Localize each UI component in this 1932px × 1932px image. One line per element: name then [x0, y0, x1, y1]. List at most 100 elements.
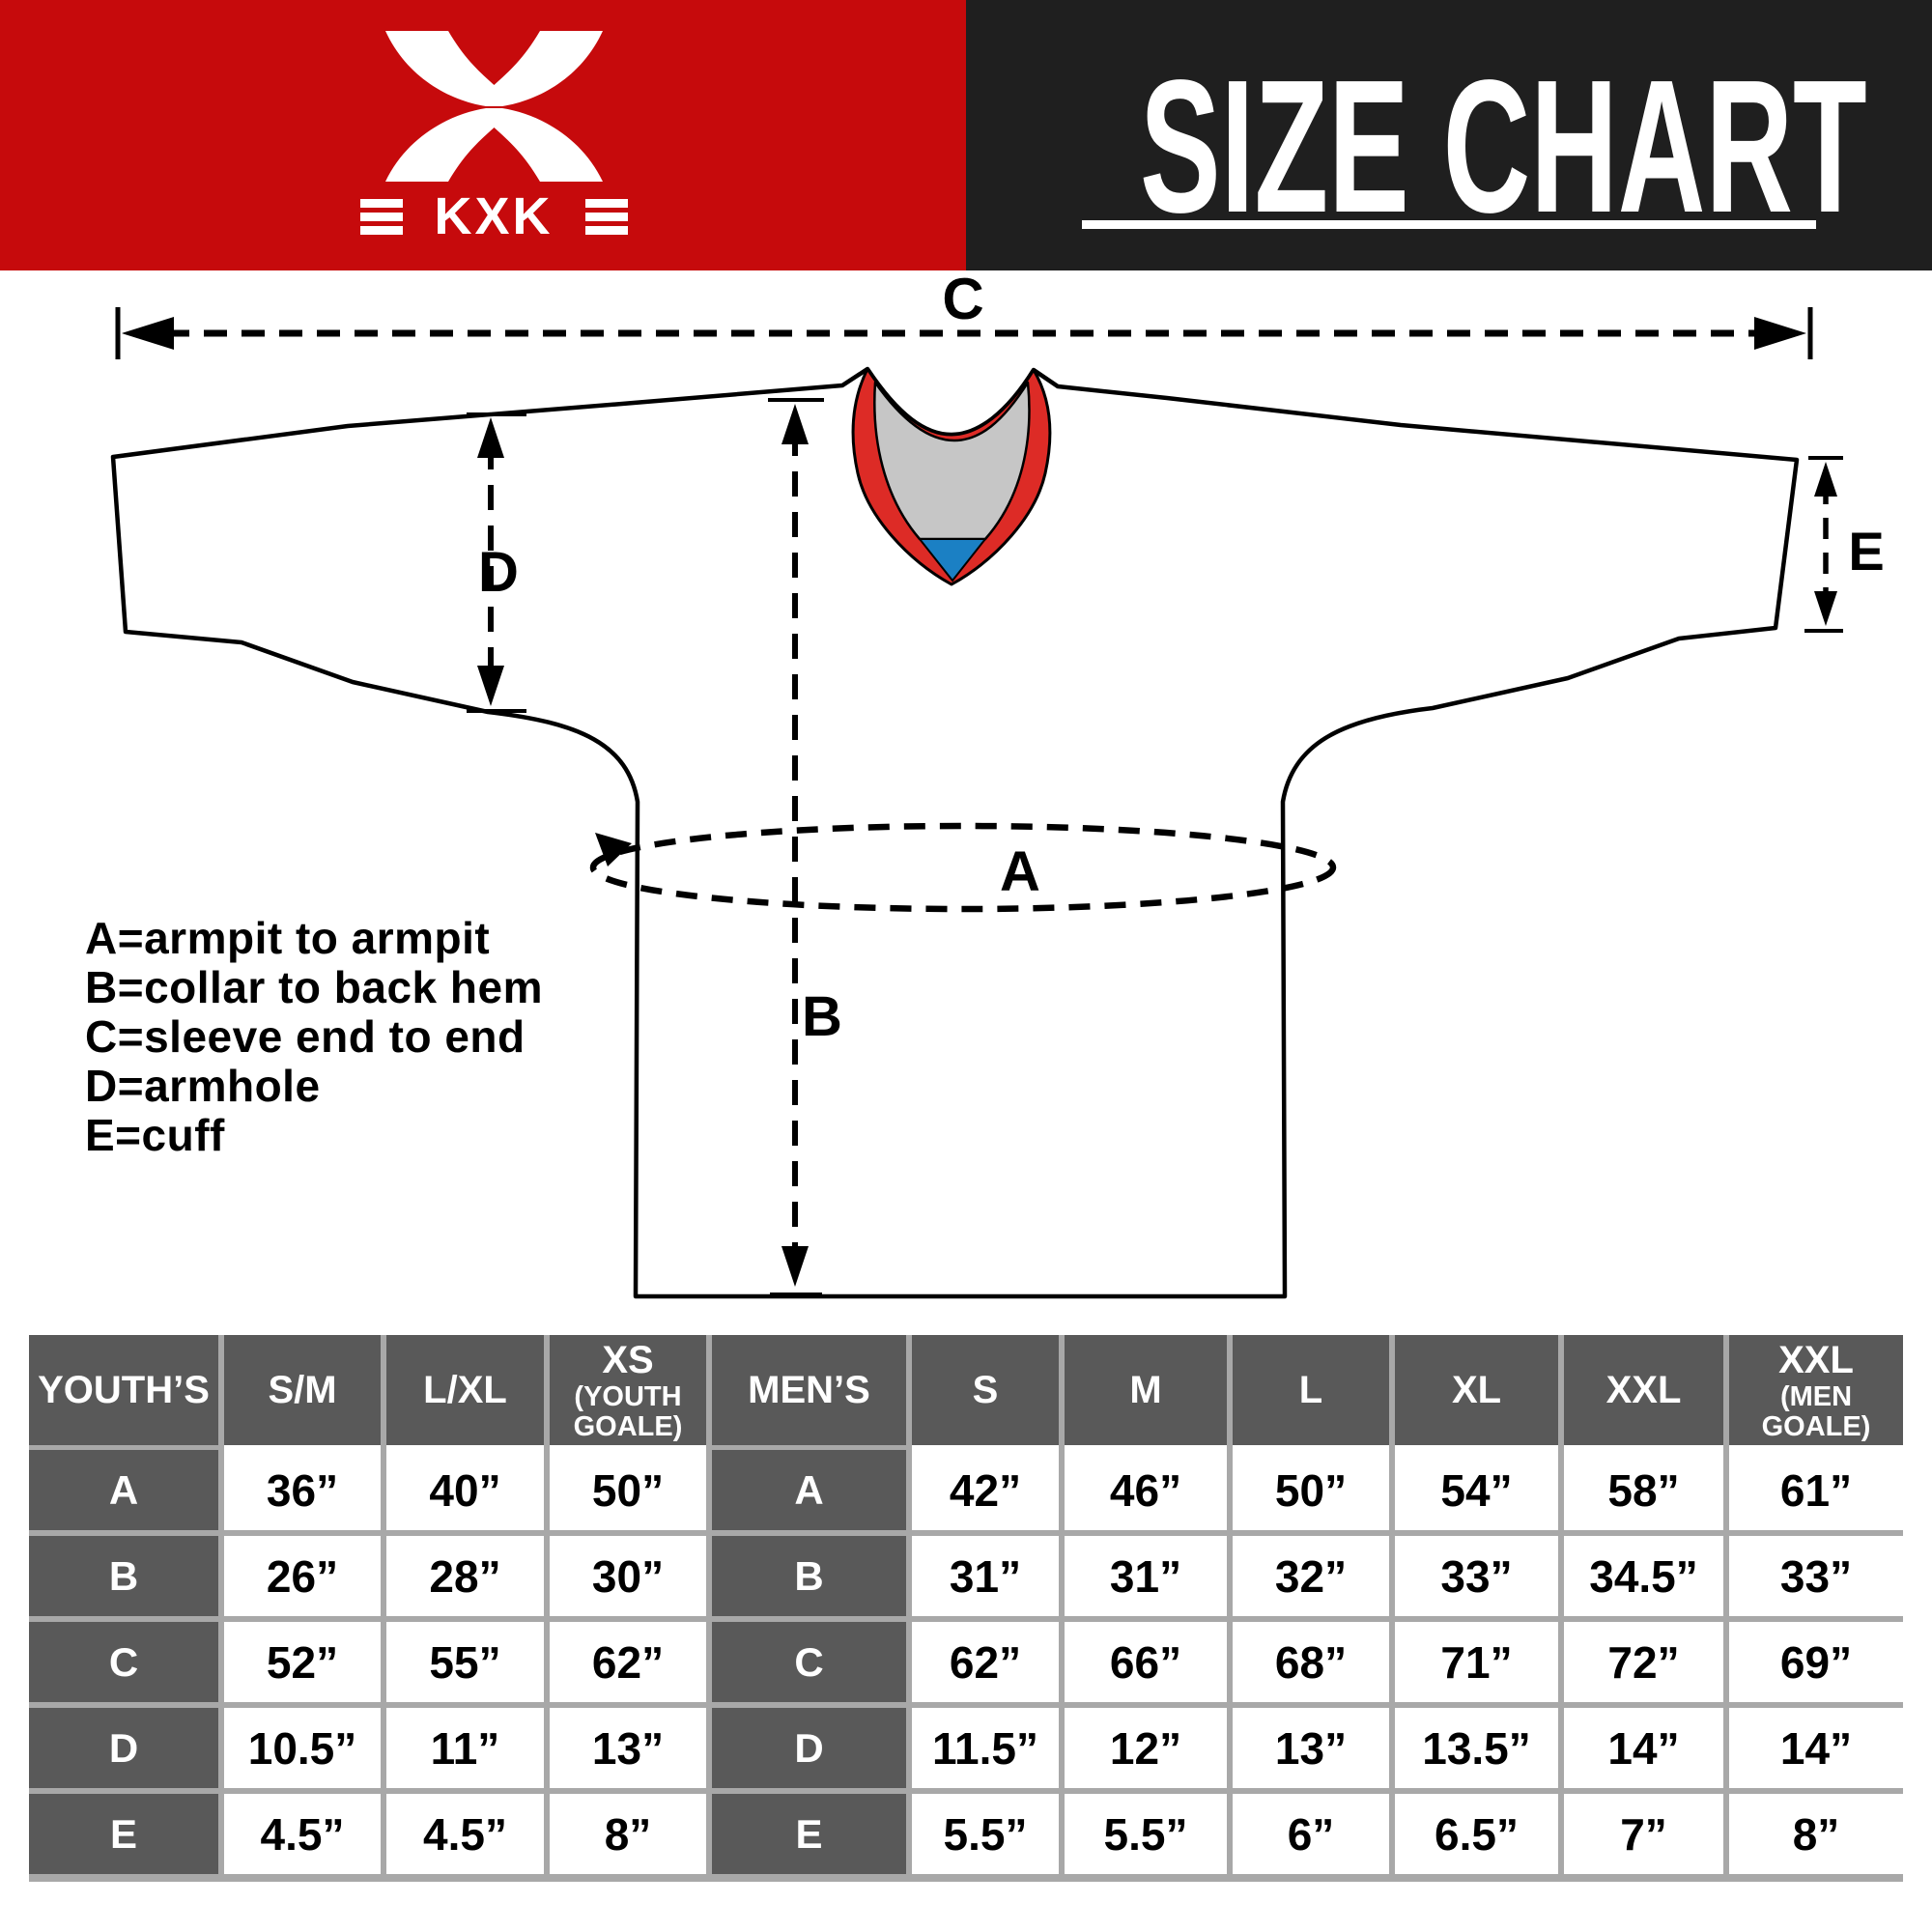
table-value: 42”: [912, 1450, 1065, 1530]
table-value: 54”: [1395, 1450, 1564, 1530]
row-label: B: [712, 1536, 912, 1616]
table-value: 66”: [1065, 1622, 1233, 1702]
measure-ellipse-a: [589, 822, 1337, 913]
row-label: E: [712, 1794, 912, 1874]
table-value: 46”: [1065, 1450, 1233, 1530]
table-value: 14”: [1564, 1708, 1729, 1788]
table-value: 28”: [386, 1536, 550, 1616]
table-value: 61”: [1729, 1450, 1903, 1530]
table-value: 8”: [550, 1794, 712, 1874]
row-label: C: [29, 1622, 224, 1702]
table-value: 5.5”: [1065, 1794, 1233, 1874]
table-value: 40”: [386, 1450, 550, 1530]
table-value: 6”: [1233, 1794, 1395, 1874]
table-separator: [712, 1445, 912, 1450]
kxk-logo: KXK: [360, 31, 628, 243]
row-label: A: [712, 1450, 912, 1530]
measure-arrow-c: [115, 307, 1813, 359]
table-value: 33”: [1729, 1536, 1903, 1616]
table-separator: [1233, 1445, 1395, 1450]
table-value: 62”: [912, 1622, 1065, 1702]
table-value: 11”: [386, 1708, 550, 1788]
table-value: 13.5”: [1395, 1708, 1564, 1788]
col-header-xxl-men-goalie: XXL (MEN GOALE): [1729, 1335, 1903, 1445]
row-label: B: [29, 1536, 224, 1616]
title-underline: [1082, 220, 1816, 229]
table-value: 32”: [1233, 1536, 1395, 1616]
measure-label-e: E: [1848, 521, 1884, 582]
table-value: 13”: [550, 1708, 712, 1788]
table-value: 30”: [550, 1536, 712, 1616]
col-header-xxl-sub: (MEN GOALE): [1761, 1380, 1871, 1442]
table-value: 52”: [224, 1622, 386, 1702]
table-separator: [912, 1445, 1065, 1450]
table-value: 6.5”: [1395, 1794, 1564, 1874]
page-title: SIZE CHART: [1140, 41, 1867, 252]
table-separator: [1564, 1445, 1729, 1450]
table-separator: [29, 1445, 224, 1450]
row-label: C: [712, 1622, 912, 1702]
table-separator: [29, 1702, 1903, 1708]
table-value: 5.5”: [912, 1794, 1065, 1874]
table-value: 68”: [1233, 1622, 1395, 1702]
measurement-legend: A=armpit to armpit B=collar to back hem …: [85, 914, 543, 1160]
col-header-mens: MEN’S: [712, 1335, 912, 1445]
table-value: 14”: [1729, 1708, 1903, 1788]
col-header-s: S: [912, 1335, 1065, 1445]
table-separator: [29, 1616, 1903, 1622]
row-label: E: [29, 1794, 224, 1874]
table-value: 33”: [1395, 1536, 1564, 1616]
table-value: 50”: [1233, 1450, 1395, 1530]
col-header-xxl: XXL: [1564, 1335, 1729, 1445]
table-value: 69”: [1729, 1622, 1903, 1702]
table-value: 13”: [1233, 1708, 1395, 1788]
col-header-xs-main: XS: [602, 1338, 654, 1381]
table-value: 31”: [1065, 1536, 1233, 1616]
measure-arrow-e: [1804, 456, 1843, 633]
table-value: 11.5”: [912, 1708, 1065, 1788]
legend-line-e: E=cuff: [85, 1110, 225, 1160]
col-header-xs-sub: (YOUTH GOALE): [573, 1380, 683, 1442]
table-separator: [1395, 1445, 1564, 1450]
wordmark-left-bars-icon: [360, 199, 403, 235]
row-label: A: [29, 1450, 224, 1530]
col-header-xs-youth-goalie: XS (YOUTH GOALE): [550, 1335, 712, 1445]
table-separator: [29, 1530, 1903, 1536]
table-value: 71”: [1395, 1622, 1564, 1702]
brand-header-panel: KXK: [0, 0, 966, 270]
table-value: 4.5”: [224, 1794, 386, 1874]
table-value: 12”: [1065, 1708, 1233, 1788]
col-header-sm: S/M: [224, 1335, 386, 1445]
col-header-lxl: L/XL: [386, 1335, 550, 1445]
table-value: 26”: [224, 1536, 386, 1616]
collar-gray-insert: [873, 381, 1031, 541]
brand-wordmark: KXK: [434, 187, 553, 243]
table-separator: [1065, 1445, 1233, 1450]
table-separator: [224, 1445, 386, 1450]
table-value: 4.5”: [386, 1794, 550, 1874]
table-separator: [1729, 1445, 1903, 1450]
legend-line-c: C=sleeve end to end: [85, 1011, 526, 1062]
row-label: D: [712, 1708, 912, 1788]
table-value: 62”: [550, 1622, 712, 1702]
measure-arrow-b: [768, 398, 824, 1296]
table-value: 31”: [912, 1536, 1065, 1616]
collar-blue-insert: [917, 538, 988, 582]
measure-label-c: C: [942, 270, 983, 331]
size-table: YOUTH’S S/M L/XL XS (YOUTH GOALE) MEN’S …: [29, 1335, 1903, 1882]
table-value: 58”: [1564, 1450, 1729, 1530]
table-separator: [29, 1788, 1903, 1794]
wordmark-right-bars-icon: [585, 199, 628, 235]
table-value: 72”: [1564, 1622, 1729, 1702]
table-bottom-border: [29, 1874, 1903, 1882]
table-separator: [550, 1445, 712, 1450]
table-value: 50”: [550, 1450, 712, 1530]
table-value: 8”: [1729, 1794, 1903, 1874]
title-header-panel: SIZE CHART: [966, 0, 1932, 270]
col-header-xl: XL: [1395, 1335, 1564, 1445]
jersey-measurement-diagram: C D B A: [110, 270, 1885, 1299]
measure-arrow-d: [467, 412, 526, 713]
table-value: 36”: [224, 1450, 386, 1530]
table-value: 10.5”: [224, 1708, 386, 1788]
